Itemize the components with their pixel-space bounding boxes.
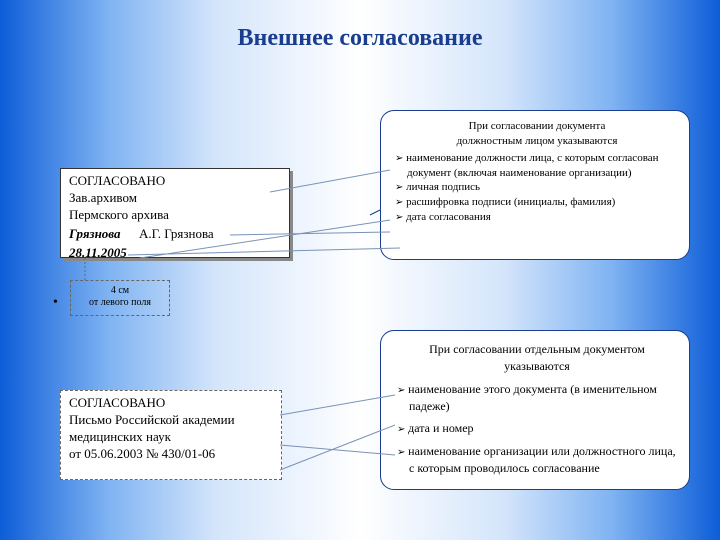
callout1-intro2: должностным лицом указываются	[395, 134, 679, 149]
signature-decoded: А.Г. Грязнова	[139, 226, 214, 243]
callout1-intro1: При согласовании документа	[395, 119, 679, 134]
callout2-intro2: указываются	[504, 359, 570, 373]
margin-line2: от левого поля	[89, 297, 151, 308]
margin-annotation: • 4 см от левого поля	[70, 280, 170, 316]
callout2-intro1: При согласовании отдельным документом	[429, 342, 645, 356]
approval-stamp-document: СОГЛАСОВАНО Письмо Российской академии м…	[60, 390, 282, 480]
approval-date: 28.11.2005	[69, 245, 281, 262]
stamp2-line2: медицинских наук	[69, 429, 273, 446]
callout1-item: ➢ личная подпись	[395, 180, 679, 195]
stamp2-header: СОГЛАСОВАНО	[69, 395, 273, 412]
approval-stamp-person: СОГЛАСОВАНО Зав.архивом Пермского архива…	[60, 168, 290, 258]
page-title: Внешнее согласование	[0, 0, 720, 52]
callout2-item: ➢ дата и номер	[397, 420, 677, 437]
callout2-item: ➢ наименование организации или должностн…	[397, 443, 677, 477]
callout2-item: ➢ наименование этого документа (в именит…	[397, 381, 677, 415]
callout1-item: ➢ наименование должности лица, с которым…	[395, 151, 679, 181]
stamp-header: СОГЛАСОВАНО	[69, 173, 281, 190]
callout-document-fields: При согласовании отдельным документом ук…	[380, 330, 690, 490]
position-line1: Зав.архивом	[69, 190, 281, 207]
stamp2-line3: от 05.06.2003 № 430/01-06	[69, 446, 273, 463]
signature-handwritten: Грязнова	[69, 226, 139, 243]
stamp2-line1: Письмо Российской академии	[69, 412, 273, 429]
callout1-item: ➢ расшифровка подписи (инициалы, фамилия…	[395, 195, 679, 210]
margin-line1: 4 см	[111, 285, 129, 296]
callout1-item: ➢ дата согласования	[395, 210, 679, 225]
position-line2: Пермского архива	[69, 207, 281, 224]
callout-person-fields: При согласовании документа должностным л…	[380, 110, 690, 260]
